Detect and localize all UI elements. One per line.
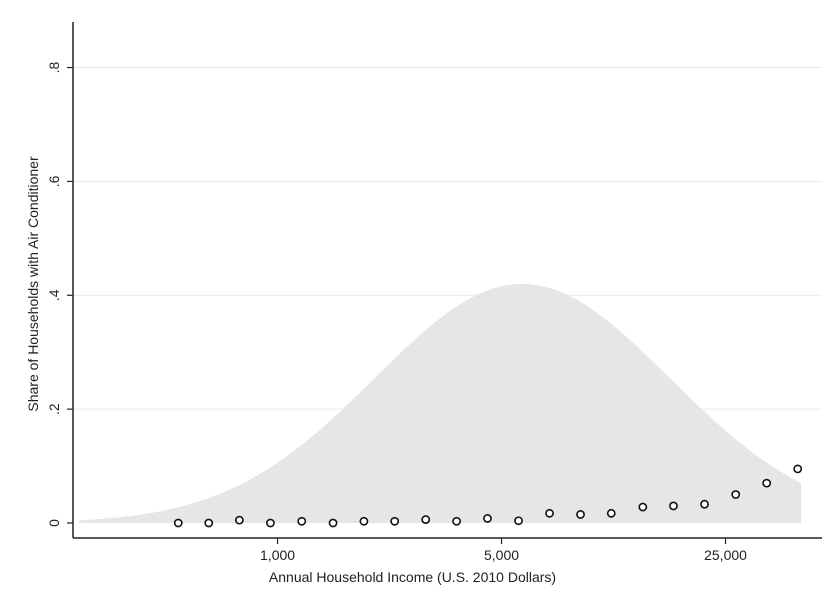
data-point xyxy=(700,499,709,509)
y-tick-label: .2 xyxy=(46,403,62,415)
data-point xyxy=(421,515,431,524)
data-point xyxy=(297,516,307,526)
y-axis-ticks: 0 .2 .4 .6 .8 xyxy=(46,61,73,527)
x-axis-ticks: 1,000 5,000 25,000 xyxy=(260,538,747,563)
data-point xyxy=(452,516,461,526)
data-point xyxy=(328,518,338,528)
x-tick-label: 25,000 xyxy=(704,547,747,563)
data-point xyxy=(173,518,183,528)
data-point xyxy=(265,518,275,528)
y-tick-label: 0 xyxy=(46,519,62,527)
x-axis-title: Annual Household Income (U.S. 2010 Dolla… xyxy=(269,569,556,585)
data-points xyxy=(173,464,803,528)
y-tick-label: .8 xyxy=(46,61,62,73)
income-density-area xyxy=(78,283,802,523)
data-point xyxy=(359,516,369,526)
data-point xyxy=(793,464,803,474)
data-point xyxy=(731,490,741,499)
data-point xyxy=(762,478,772,488)
data-point xyxy=(483,514,492,523)
data-point xyxy=(390,516,400,526)
x-tick-label: 5,000 xyxy=(484,547,519,563)
data-point xyxy=(576,510,585,519)
data-point xyxy=(638,502,648,512)
data-point xyxy=(234,515,244,525)
y-tick-label: .4 xyxy=(46,289,62,301)
data-point xyxy=(204,518,214,528)
y-tick-label: .6 xyxy=(46,175,62,187)
x-tick-label: 1,000 xyxy=(260,547,295,563)
data-point xyxy=(514,516,523,526)
data-point xyxy=(545,508,554,518)
y-axis-title: Share of Households with Air Conditioner xyxy=(25,156,41,412)
data-point xyxy=(669,501,678,511)
data-point xyxy=(606,508,616,518)
